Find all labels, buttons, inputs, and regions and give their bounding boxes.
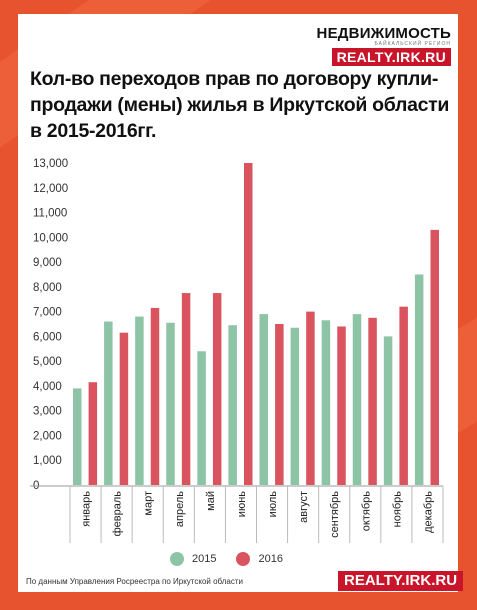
footer-site-link[interactable]: REALTY.IRK.RU xyxy=(338,571,464,591)
chart-title: Кол-во переходов прав по договору купли-… xyxy=(30,68,450,142)
x-tick-label: декабрь xyxy=(422,491,434,533)
bar-2016-сентябрь xyxy=(337,326,346,485)
y-tick-label: 12,000 xyxy=(33,183,68,195)
bar-2015-март xyxy=(135,316,144,485)
x-tick-label: март xyxy=(143,491,155,516)
y-tick-label: 4,000 xyxy=(33,381,62,393)
y-tick-label: 3,000 xyxy=(33,406,62,418)
x-tick-label: сентябрь xyxy=(329,491,341,538)
x-tick-label: февраль xyxy=(112,491,124,537)
bar-2016-ноябрь xyxy=(399,306,408,485)
bar-2016-февраль xyxy=(119,332,129,485)
bar-2016-апрель xyxy=(181,293,191,485)
bar-2016-март xyxy=(150,307,160,485)
x-tick-label: май xyxy=(205,491,217,511)
bar-2016-май xyxy=(212,293,222,485)
bar-2016-август xyxy=(306,311,315,485)
y-tick-label: 11,000 xyxy=(33,208,67,220)
bar-2015-июль xyxy=(259,314,268,485)
bar-2015-июнь xyxy=(228,325,237,485)
bar-2015-декабрь xyxy=(414,274,424,485)
bar-2015-апрель xyxy=(166,322,175,485)
bar-2015-ноябрь xyxy=(383,336,393,485)
bar-2016-июнь xyxy=(244,163,253,485)
brand-logo[interactable]: НЕДВИЖИМОСТЬ БАЙКАЛЬСКИЙ РЕГИОН REALTY.I… xyxy=(317,26,451,67)
bar-2015-январь xyxy=(73,388,82,485)
brand-site: REALTY.IRK.RU xyxy=(331,48,451,66)
chart-panel xyxy=(18,14,458,592)
x-tick-label: октябрь xyxy=(360,491,372,531)
x-tick-label: июнь xyxy=(236,491,248,517)
chart-legend: 2015 2016 xyxy=(170,552,303,566)
y-tick-label: 7,000 xyxy=(33,307,62,319)
bar-2016-январь xyxy=(88,382,98,485)
bar-2015-сентябрь xyxy=(321,320,331,485)
bar-2015-октябрь xyxy=(352,314,362,485)
brand-tagline: БАЙКАЛЬСКИЙ РЕГИОН xyxy=(374,41,451,47)
bar-2015-август xyxy=(290,327,300,485)
y-tick-label: 2,000 xyxy=(33,430,62,442)
x-tick-label: апрель xyxy=(174,491,186,527)
y-tick-label: 1,000 xyxy=(33,455,62,467)
bar-2016-июль xyxy=(275,324,284,485)
brand-name: НЕДВИЖИМОСТЬ xyxy=(316,25,451,42)
x-tick-label: август xyxy=(298,491,310,523)
x-tick-label: ноябрь xyxy=(391,491,403,528)
legend-item-2015: 2015 xyxy=(170,552,216,566)
y-tick-label: 13,000 xyxy=(33,158,68,170)
x-tick-label: июль xyxy=(267,491,279,518)
bar-2015-февраль xyxy=(104,321,113,485)
y-tick-label: 9,000 xyxy=(33,257,62,269)
legend-swatch-2016 xyxy=(236,552,251,566)
x-tick-label: январь xyxy=(81,491,93,527)
legend-item-2016: 2016 xyxy=(236,552,283,566)
source-footnote: По данным Управления Росреестра по Иркут… xyxy=(26,577,244,586)
y-tick-label: 5,000 xyxy=(33,356,62,368)
y-tick-label: 8,000 xyxy=(33,282,62,294)
y-tick-label: 6,000 xyxy=(33,331,62,343)
legend-label-2016: 2016 xyxy=(258,553,283,565)
bar-2016-декабрь xyxy=(430,229,439,485)
legend-swatch-2015 xyxy=(170,552,184,566)
bar-2015-май xyxy=(197,351,206,485)
bar-2016-октябрь xyxy=(368,317,377,485)
y-tick-label: 10,000 xyxy=(33,232,68,244)
legend-label-2015: 2015 xyxy=(192,553,217,565)
